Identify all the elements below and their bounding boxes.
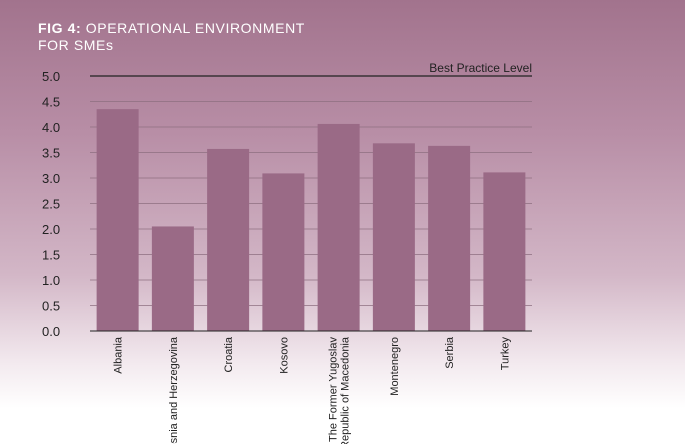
bar (428, 145, 471, 331)
y-tick-label: 2.0 (42, 222, 60, 237)
category-label: Serbia (444, 336, 456, 369)
y-tick-label: 4.5 (42, 95, 60, 110)
title-line-1: OPERATIONAL ENVIRONMENT (85, 20, 305, 36)
bar (207, 148, 250, 331)
category-label: Turkey (499, 337, 511, 371)
y-tick-label: 5.0 (42, 69, 60, 84)
title-line-2: FOR SMEs (38, 37, 114, 53)
bar (262, 173, 305, 331)
category-label: Albania (113, 336, 125, 374)
y-tick-label: 3.5 (42, 146, 60, 161)
category-label: Montenegro (389, 337, 401, 396)
bar (151, 226, 194, 331)
bars (96, 109, 526, 332)
bar (317, 123, 360, 331)
y-tick-label: 0.5 (42, 299, 60, 314)
category-label: Republic of Macedonia (340, 336, 352, 444)
y-axis: 0.0 0.5 1.0 1.5 2.0 2.5 3.0 3.5 4.0 4.5 5.0 (42, 69, 532, 339)
category-label: The Former Yugoslav (328, 337, 340, 442)
best-practice-label: Best Practice Level (429, 61, 532, 75)
best-practice-reference: Best Practice Level (90, 61, 532, 77)
y-tick-label: 1.0 (42, 273, 60, 288)
figure-number: FIG 4: (38, 20, 82, 36)
category-label: Kosovo (278, 337, 290, 374)
chart-title: FIG 4: OPERATIONAL ENVIRONMENT FOR SMEs (38, 20, 305, 54)
y-tick-label: 4.0 (42, 120, 60, 135)
bar (372, 143, 415, 331)
bar (483, 172, 526, 331)
y-tick-label: 3.0 (42, 171, 60, 186)
category-label: Croatia (223, 336, 235, 372)
y-tick-label: 0.0 (42, 324, 60, 339)
category-label: Bosnia and Herzegovina (168, 336, 180, 444)
y-tick-label: 2.5 (42, 197, 60, 212)
bar (96, 109, 139, 332)
category-labels: Albania Bosnia and Herzegovina Croatia Koso… (113, 336, 512, 444)
y-tick-label: 1.5 (42, 248, 60, 263)
